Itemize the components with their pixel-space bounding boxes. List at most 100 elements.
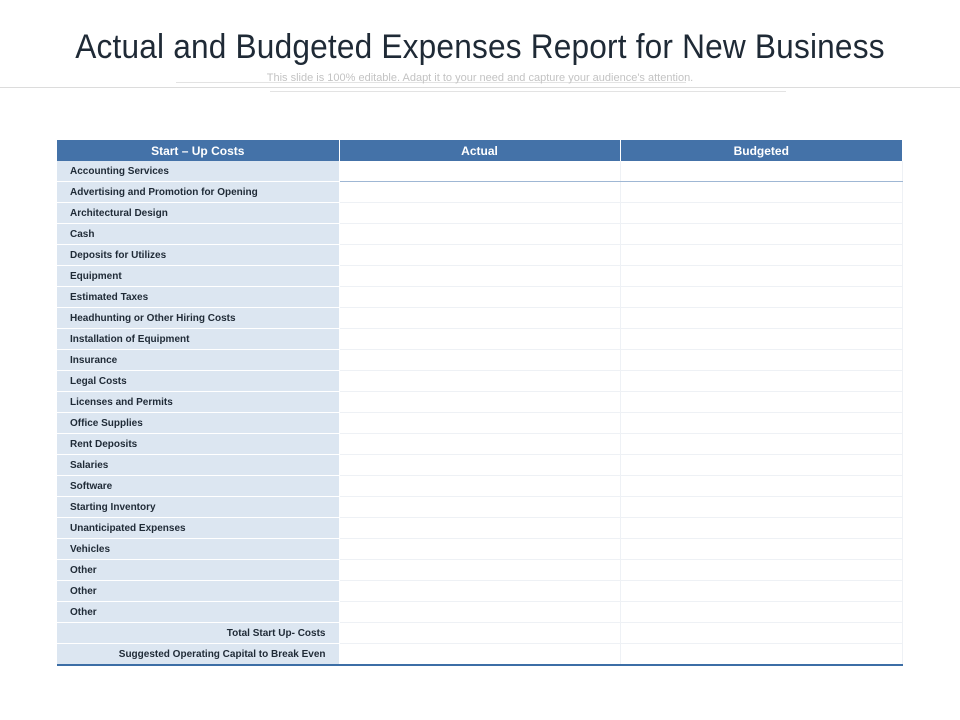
actual-cell[interactable] (339, 244, 621, 266)
row-label: Estimated Taxes (57, 286, 340, 308)
budgeted-cell[interactable] (620, 433, 903, 455)
actual-cell[interactable] (339, 496, 621, 518)
budgeted-cell[interactable] (620, 601, 903, 623)
row-label: Suggested Operating Capital to Break Eve… (57, 643, 340, 666)
row-label: Architectural Design (57, 202, 340, 224)
table-row: Starting Inventory (57, 496, 903, 518)
row-label: Cash (57, 223, 340, 245)
row-label: Legal Costs (57, 370, 340, 392)
table-row: Vehicles (57, 538, 903, 560)
table-header-row: Start – Up Costs Actual Budgeted (57, 140, 902, 161)
row-label: Software (57, 475, 340, 497)
row-label: Starting Inventory (57, 496, 340, 518)
actual-cell[interactable] (339, 580, 621, 602)
table-row: Software (57, 475, 903, 497)
actual-cell[interactable] (339, 622, 621, 644)
budgeted-cell[interactable] (620, 202, 903, 224)
table-row: Architectural Design (57, 202, 903, 224)
row-label: Equipment (57, 265, 340, 287)
row-label: Total Start Up- Costs (57, 622, 340, 644)
header-budgeted: Budgeted (620, 140, 902, 161)
actual-cell[interactable] (339, 454, 621, 476)
table-row: Equipment (57, 265, 903, 287)
budgeted-cell[interactable] (620, 244, 903, 266)
row-label: Other (57, 601, 340, 623)
budgeted-cell[interactable] (620, 370, 903, 392)
table-row: Advertising and Promotion for Opening (57, 181, 903, 203)
budgeted-cell[interactable] (620, 517, 903, 539)
actual-cell[interactable] (339, 559, 621, 581)
row-label: Unanticipated Expenses (57, 517, 340, 539)
actual-cell[interactable] (339, 412, 621, 434)
title-divider (0, 87, 960, 88)
actual-cell[interactable] (339, 391, 621, 413)
budgeted-cell[interactable] (620, 538, 903, 560)
row-label: Other (57, 580, 340, 602)
table-row: Legal Costs (57, 370, 903, 392)
budgeted-cell[interactable] (620, 307, 903, 329)
actual-cell[interactable] (339, 202, 621, 224)
table-row: Other (57, 559, 903, 581)
actual-cell[interactable] (339, 286, 621, 308)
table-row: Insurance (57, 349, 903, 371)
budgeted-cell[interactable] (620, 643, 903, 666)
actual-cell[interactable] (339, 475, 621, 497)
table-total-row: Total Start Up- Costs (57, 622, 903, 644)
table-row: Installation of Equipment (57, 328, 903, 350)
row-label: Headhunting or Other Hiring Costs (57, 307, 340, 329)
budgeted-cell[interactable] (620, 475, 903, 497)
row-label: Vehicles (57, 538, 340, 560)
table-row: Unanticipated Expenses (57, 517, 903, 539)
table-row: Rent Deposits (57, 433, 903, 455)
row-label: Rent Deposits (57, 433, 340, 455)
table-total-row: Suggested Operating Capital to Break Eve… (57, 643, 903, 666)
actual-cell[interactable] (339, 517, 621, 539)
actual-cell[interactable] (339, 433, 621, 455)
actual-cell[interactable] (339, 181, 621, 203)
actual-cell[interactable] (339, 643, 621, 666)
slide-title: Actual and Budgeted Expenses Report for … (75, 28, 885, 66)
budgeted-cell[interactable] (620, 349, 903, 371)
table-row: Accounting Services (57, 161, 903, 182)
budgeted-cell[interactable] (620, 265, 903, 287)
budgeted-cell[interactable] (620, 181, 903, 203)
table-row: Other (57, 601, 903, 623)
slide-subtitle: This slide is 100% editable. Adapt it to… (266, 72, 694, 84)
budgeted-cell[interactable] (620, 223, 903, 245)
row-label: Other (57, 559, 340, 581)
actual-cell[interactable] (339, 265, 621, 287)
budgeted-cell[interactable] (620, 391, 903, 413)
actual-cell[interactable] (339, 307, 621, 329)
budgeted-cell[interactable] (620, 622, 903, 644)
actual-cell[interactable] (339, 223, 621, 245)
budgeted-cell[interactable] (620, 412, 903, 434)
row-label: Accounting Services (57, 161, 340, 182)
row-label: Office Supplies (57, 412, 340, 434)
budgeted-cell[interactable] (620, 454, 903, 476)
table-row: Salaries (57, 454, 903, 476)
row-label: Licenses and Permits (57, 391, 340, 413)
actual-cell[interactable] (339, 538, 621, 560)
expenses-table: Start – Up Costs Actual Budgeted Account… (57, 140, 903, 666)
budgeted-cell[interactable] (620, 161, 903, 182)
table-row: Estimated Taxes (57, 286, 903, 308)
actual-cell[interactable] (339, 161, 621, 182)
table-row: Deposits for Utilizes (57, 244, 903, 266)
actual-cell[interactable] (339, 328, 621, 350)
actual-cell[interactable] (339, 370, 621, 392)
subtitle-underline-bottom (270, 91, 786, 92)
budgeted-cell[interactable] (620, 496, 903, 518)
subtitle-underline-top (176, 82, 686, 83)
header-actual: Actual (339, 140, 621, 161)
budgeted-cell[interactable] (620, 559, 903, 581)
table-row: Headhunting or Other Hiring Costs (57, 307, 903, 329)
actual-cell[interactable] (339, 601, 621, 623)
budgeted-cell[interactable] (620, 328, 903, 350)
actual-cell[interactable] (339, 349, 621, 371)
header-startup-costs: Start – Up Costs (57, 140, 340, 161)
row-label: Deposits for Utilizes (57, 244, 340, 266)
budgeted-cell[interactable] (620, 580, 903, 602)
table-row: Other (57, 580, 903, 602)
row-label: Installation of Equipment (57, 328, 340, 350)
budgeted-cell[interactable] (620, 286, 903, 308)
